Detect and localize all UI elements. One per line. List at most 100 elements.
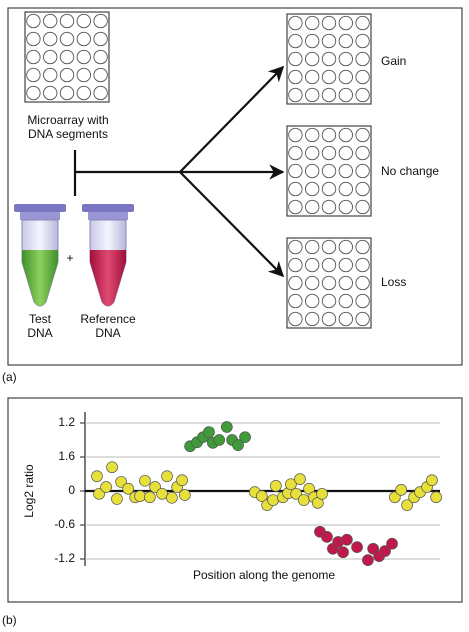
well: [305, 199, 320, 215]
point: [256, 490, 268, 502]
point: [106, 461, 118, 474]
y-tick-label: -0.6: [54, 517, 75, 531]
well: [43, 85, 58, 101]
reference-tube: [82, 204, 134, 307]
well: [355, 87, 370, 103]
plus: +: [66, 251, 73, 265]
well: [288, 257, 303, 273]
spot: [321, 163, 337, 179]
test-tube: [14, 204, 66, 307]
well: [355, 257, 370, 273]
well: [338, 239, 353, 255]
well: [305, 181, 320, 197]
well: [43, 49, 58, 65]
point: [426, 474, 438, 487]
well: [76, 49, 91, 65]
well: [305, 275, 320, 291]
point: [362, 554, 374, 566]
point: [379, 545, 391, 557]
point: [111, 493, 123, 505]
well: [321, 257, 337, 273]
well: [288, 199, 303, 215]
point: [337, 546, 349, 559]
well: [355, 15, 370, 31]
well: [26, 13, 41, 29]
y-axis-label: Log2 ratio: [22, 464, 36, 518]
point: [386, 537, 398, 550]
spot: [321, 51, 337, 67]
outcome-label: No change: [381, 164, 439, 178]
spot: [338, 275, 353, 291]
point: [100, 481, 112, 493]
well: [338, 257, 353, 273]
well: [59, 85, 75, 101]
point: [156, 487, 168, 500]
well: [338, 87, 353, 103]
well: [338, 293, 353, 309]
well: [355, 69, 370, 85]
point: [91, 470, 103, 483]
point: [316, 487, 328, 500]
well: [288, 87, 303, 103]
well: [321, 239, 337, 255]
point: [166, 491, 178, 504]
well: [305, 293, 320, 309]
point: [139, 474, 151, 487]
well: [355, 293, 370, 309]
well: [355, 199, 370, 215]
microarrays: [24, 11, 372, 329]
well: [305, 87, 320, 103]
well: [321, 127, 337, 143]
well: [321, 293, 337, 309]
y-tick-label: -1.2: [54, 551, 75, 565]
well: [288, 69, 303, 85]
point: [294, 473, 306, 485]
point: [351, 541, 363, 553]
well: [305, 311, 320, 327]
well: [305, 69, 320, 85]
microarray-label: DNA segments: [28, 127, 108, 141]
point: [122, 482, 134, 495]
outcome-label: Loss: [381, 275, 406, 289]
spot: [355, 275, 370, 291]
well: [305, 145, 320, 161]
panel-label: (a): [2, 370, 17, 384]
point: [93, 487, 105, 500]
point: [179, 489, 191, 501]
point: [176, 474, 188, 487]
well: [76, 67, 91, 83]
well: [338, 15, 353, 31]
well: [288, 145, 303, 161]
microarray-label: Microarray with: [27, 113, 108, 127]
panel-label: (b): [2, 613, 17, 627]
x-axis-label: Position along the genome: [193, 568, 335, 582]
point: [115, 476, 128, 488]
point: [298, 494, 310, 506]
well: [288, 239, 303, 255]
point: [221, 421, 233, 433]
well: [305, 163, 320, 179]
point: [203, 426, 215, 438]
point: [134, 490, 146, 502]
well: [288, 127, 303, 143]
well: [76, 13, 91, 29]
well: [321, 33, 337, 49]
well: [43, 13, 58, 29]
point: [213, 434, 225, 446]
well: [321, 311, 337, 327]
point: [239, 431, 251, 444]
well: [338, 69, 353, 85]
point: [161, 470, 173, 483]
well: [288, 293, 303, 309]
connector: [73, 150, 180, 196]
spot: [355, 163, 370, 179]
well: [355, 127, 370, 143]
y-tick-label: 1.6: [58, 449, 75, 463]
well: [26, 31, 41, 47]
point: [290, 487, 302, 500]
well: [288, 311, 303, 327]
well: [288, 15, 303, 31]
point: [270, 480, 282, 492]
y-tick-label: 1.2: [58, 415, 75, 429]
